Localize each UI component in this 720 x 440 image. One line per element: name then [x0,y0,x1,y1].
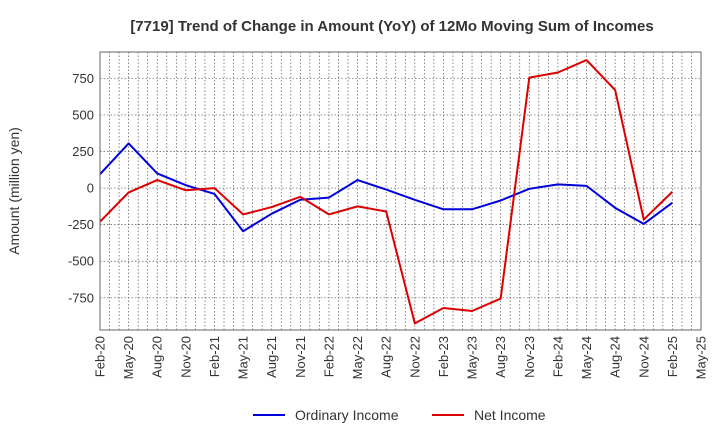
x-tick-label: Aug-24 [608,336,623,378]
x-tick-label: May-23 [465,336,480,379]
series-line [99,59,674,325]
y-tick-label: -250 [68,217,94,232]
y-tick-label: -750 [68,290,94,305]
y-tick-label: -500 [68,254,94,269]
chart-title: [7719] Trend of Change in Amount (YoY) o… [130,18,653,35]
y-tick-label: 750 [72,71,94,86]
x-tick-label: Feb-21 [207,336,222,377]
legend-label: Net Income [474,407,546,423]
grid-lines [99,52,702,330]
y-tick-label: 250 [72,144,94,159]
series-line [99,142,673,233]
x-tick-label: May-20 [121,336,136,379]
x-tick-label: Nov-23 [522,336,537,378]
legend-label: Ordinary Income [295,407,399,423]
y-axis-label: Amount (million yen) [6,127,22,255]
x-tick-label: May-25 [694,336,709,379]
x-tick-label: Aug-21 [264,336,279,378]
series-lines [99,59,674,325]
x-tick-label: Feb-24 [550,336,565,377]
x-tick-label: Nov-20 [178,336,193,378]
x-tick-label: Feb-20 [93,336,108,377]
x-tick-label: May-22 [350,336,365,379]
x-tick-label: May-24 [579,336,594,379]
x-tick-label: Nov-24 [636,336,651,378]
x-tick-label: Aug-23 [493,336,508,378]
plot-area [100,52,701,330]
x-tick-label: Aug-22 [379,336,394,378]
x-tick-label: Nov-21 [293,336,308,378]
plot-frame [99,51,702,331]
x-tick-label: Nov-22 [407,336,422,378]
y-tick-label: 500 [72,107,94,122]
x-tick-label: Feb-23 [436,336,451,377]
x-tick-label: Feb-22 [321,336,336,377]
x-tick-label: Aug-20 [150,336,165,378]
x-tick-label: May-21 [236,336,251,379]
y-tick-label: 0 [87,181,94,196]
x-axis-ticks: Feb-20 May-20 Aug-20 Nov-20 Feb-21 May-21 Aug-… [93,336,709,379]
y-axis-ticks: -750 -500 -250 0 250 500 750 [68,71,94,305]
x-tick-label: Feb-25 [665,336,680,377]
legend: Ordinary Income Net Income [253,407,546,423]
